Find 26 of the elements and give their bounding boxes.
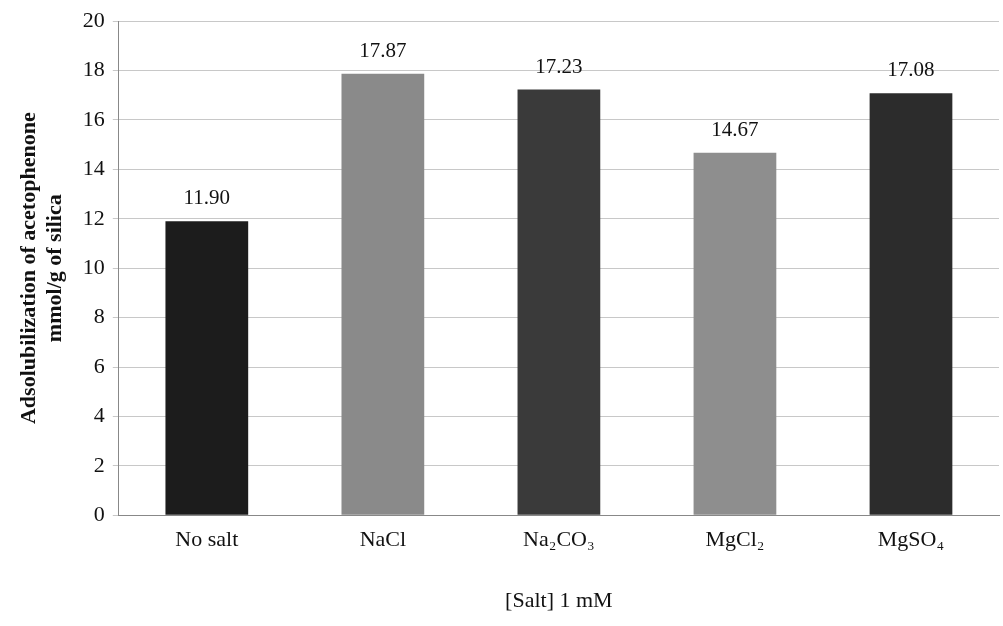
y-tick-label: 20 (82, 6, 105, 32)
y-tick-label: 4 (93, 402, 105, 428)
x-tick-label: MgCl₂ (705, 526, 765, 552)
y-tick-label: 18 (82, 56, 105, 82)
x-tick-label: No salt (175, 526, 239, 552)
y-tick-label: 10 (82, 253, 105, 279)
y-axis-title: Adsolubilization of acetophenone mmol/g of silica (14, 112, 67, 425)
data-label: 17.87 (359, 37, 407, 62)
y-tick-label: 14 (82, 155, 105, 181)
y-tick-label: 16 (82, 105, 105, 131)
y-tick-label: 2 (93, 451, 105, 477)
y-tick-label: 12 (82, 204, 105, 230)
bar (869, 93, 953, 515)
x-tick-label: NaCl (359, 526, 407, 552)
bar (165, 221, 249, 515)
data-label: 17.08 (887, 57, 935, 82)
x-axis-title: [Salt] 1 mM (505, 586, 613, 612)
x-tick-label: Na₂CO₃ (523, 526, 595, 552)
y-tick-label: 8 (93, 303, 105, 329)
y-tick-label: 0 (93, 500, 105, 526)
data-label: 14.67 (711, 116, 759, 141)
x-tick-label: MgSO₄ (877, 526, 945, 552)
y-tick-label: 6 (93, 352, 105, 378)
bar (517, 89, 601, 515)
data-label: 17.23 (535, 53, 583, 78)
data-label: 11.90 (183, 185, 231, 210)
